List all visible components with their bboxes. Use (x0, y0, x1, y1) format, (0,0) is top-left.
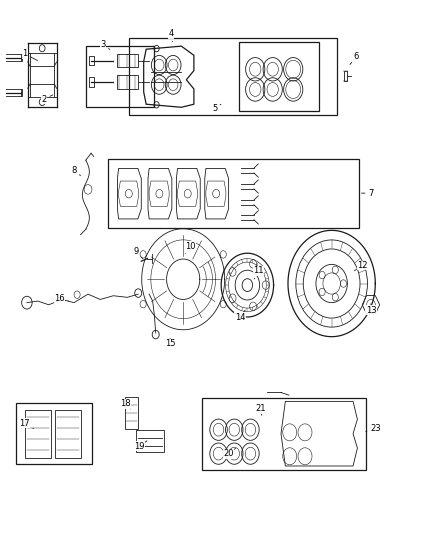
Bar (239, 42, 319, 111)
Text: 19: 19 (134, 441, 147, 451)
Text: 20: 20 (223, 448, 236, 458)
Text: 9: 9 (134, 247, 143, 259)
Text: 18: 18 (120, 399, 131, 409)
Bar (89, 77, 94, 86)
Text: 2: 2 (42, 94, 53, 103)
Text: 4: 4 (168, 29, 173, 42)
Bar (202, 398, 366, 470)
Text: 17: 17 (19, 419, 33, 429)
Text: 8: 8 (71, 166, 81, 175)
Bar (16, 403, 92, 464)
Text: 23: 23 (366, 424, 381, 433)
Text: 16: 16 (54, 294, 68, 303)
Text: 11: 11 (253, 266, 264, 279)
Bar (344, 71, 347, 82)
Text: 1: 1 (22, 50, 38, 61)
Text: 3: 3 (101, 40, 110, 50)
Bar (136, 430, 164, 451)
Text: 14: 14 (235, 310, 245, 321)
Bar (21, 89, 22, 96)
Text: 7: 7 (361, 189, 374, 198)
Text: 10: 10 (185, 242, 196, 254)
Bar (86, 46, 153, 107)
Text: 15: 15 (165, 338, 175, 348)
Bar (117, 75, 138, 88)
Text: 13: 13 (366, 304, 376, 314)
Bar (117, 54, 138, 67)
Bar (130, 38, 337, 115)
Text: 6: 6 (350, 52, 359, 64)
Bar (108, 159, 359, 228)
Bar (21, 54, 22, 61)
Text: 12: 12 (354, 261, 367, 271)
Text: 21: 21 (255, 405, 266, 415)
Bar (89, 56, 94, 65)
Text: 5: 5 (212, 103, 221, 112)
Bar (125, 397, 138, 429)
